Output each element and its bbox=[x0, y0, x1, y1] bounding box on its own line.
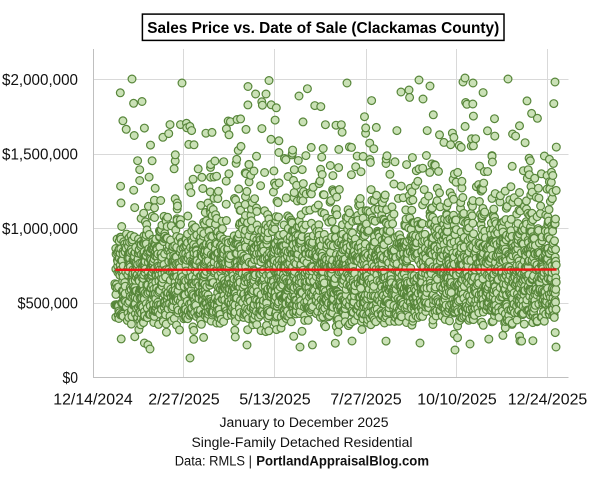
svg-text:5/13/2025: 5/13/2025 bbox=[239, 392, 311, 409]
svg-text:$500,000: $500,000 bbox=[18, 295, 79, 312]
svg-text:Data: RMLS |: Data: RMLS | bbox=[175, 454, 252, 469]
svg-text:$1,000,000: $1,000,000 bbox=[2, 221, 78, 238]
svg-text:10/10/2025: 10/10/2025 bbox=[417, 392, 497, 409]
svg-text:$2,000,000: $2,000,000 bbox=[2, 72, 78, 89]
svg-text:$0: $0 bbox=[63, 370, 79, 387]
svg-text:2/27/2025: 2/27/2025 bbox=[148, 392, 220, 409]
svg-text:$1,500,000: $1,500,000 bbox=[2, 146, 78, 163]
svg-text:Single-Family Detached Residen: Single-Family Detached Residential bbox=[192, 435, 413, 450]
svg-text:12/24/2025: 12/24/2025 bbox=[508, 392, 588, 409]
svg-text:Sales Price vs. Date of Sale (: Sales Price vs. Date of Sale (Clackamas … bbox=[147, 20, 499, 37]
svg-text:7/27/2025: 7/27/2025 bbox=[330, 392, 402, 409]
svg-text:PortlandAppraisalBlog.com: PortlandAppraisalBlog.com bbox=[256, 454, 429, 469]
svg-text:January to December 2025: January to December 2025 bbox=[220, 415, 389, 430]
svg-text:12/14/2024: 12/14/2024 bbox=[53, 392, 133, 409]
